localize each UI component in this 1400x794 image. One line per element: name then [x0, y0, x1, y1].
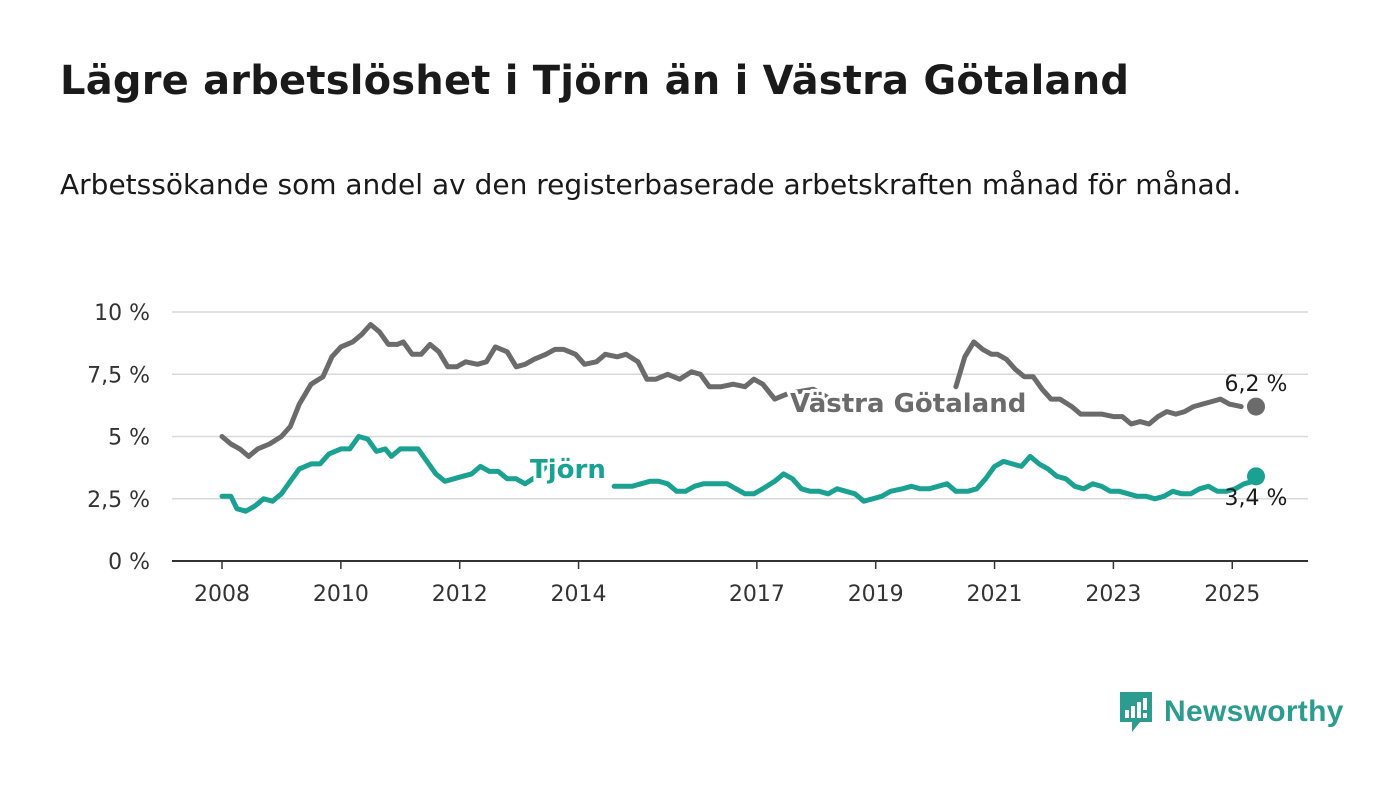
x-tick-label: 2014	[551, 582, 607, 607]
y-tick-label: 7,5 %	[87, 363, 150, 388]
chart-subtitle: Arbetssökande som andel av den registerb…	[60, 168, 1242, 201]
x-tick-label: 2017	[729, 582, 785, 607]
x-tick-label: 2023	[1085, 582, 1141, 607]
y-tick-label: 10 %	[94, 301, 150, 326]
logo-text: Newsworthy	[1164, 695, 1344, 728]
series-line-tjorn-2	[611, 453, 1262, 504]
series-label-vastra-gotaland: Västra Götaland	[790, 389, 1026, 419]
end-value-label-vastra-gotaland: 6,2 %	[1225, 372, 1288, 397]
x-tick-label: 2025	[1204, 582, 1260, 607]
y-tick-label: 0 %	[108, 550, 150, 575]
y-tick-label: 2,5 %	[87, 488, 150, 513]
end-point-tjorn	[1247, 467, 1265, 486]
newsworthy-logo: Newsworthy	[1118, 690, 1344, 734]
series-label-tjorn: Tjörn	[530, 455, 606, 485]
series-line-vastra-gotaland-1	[219, 322, 837, 459]
series-line-vastra-gotaland-2	[953, 339, 1244, 427]
series-lines	[219, 322, 1265, 514]
x-tick-label: 2021	[967, 582, 1023, 607]
x-tick-label: 2019	[848, 582, 904, 607]
x-tick-label: 2012	[432, 582, 488, 607]
x-axis-tick-labels: 2008 2010 2012 2014 2017 2019 2021 2023 2025	[194, 582, 1260, 607]
y-axis-tick-labels: 0 % 2,5 % 5 % 7,5 % 10 %	[87, 301, 150, 575]
x-tick-label: 2010	[313, 582, 369, 607]
end-value-label-tjorn: 3,4 %	[1225, 486, 1288, 511]
gridlines	[172, 311, 1308, 569]
series-labels: 6,2 % Västra Götaland 3,4 % Tjörn	[527, 372, 1288, 511]
series-line-tjorn-1	[219, 434, 558, 514]
chart-title: Lägre arbetslöshet i Tjörn än i Västra G…	[60, 58, 1130, 104]
end-point-vastra-gotaland	[1247, 397, 1265, 416]
newsworthy-chart-icon	[1120, 692, 1152, 732]
x-tick-label: 2008	[194, 582, 250, 607]
y-tick-label: 5 %	[108, 426, 150, 451]
